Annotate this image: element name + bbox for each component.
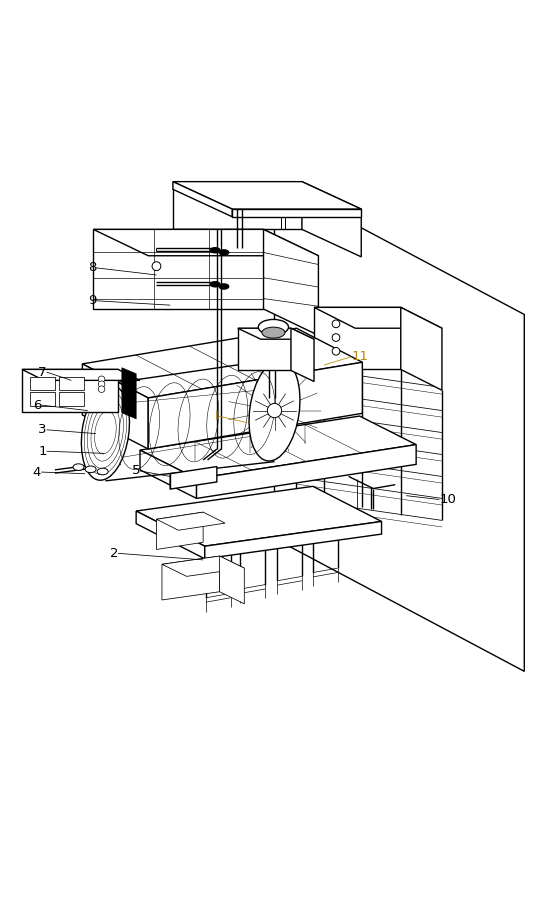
- Polygon shape: [173, 181, 361, 209]
- Polygon shape: [162, 556, 220, 600]
- Polygon shape: [162, 556, 244, 577]
- Circle shape: [98, 376, 105, 383]
- Ellipse shape: [210, 248, 220, 253]
- Polygon shape: [93, 229, 318, 256]
- Polygon shape: [314, 307, 401, 369]
- Polygon shape: [264, 229, 318, 335]
- Circle shape: [152, 262, 161, 270]
- Polygon shape: [401, 307, 442, 391]
- Circle shape: [332, 334, 340, 341]
- Text: 9: 9: [88, 295, 96, 307]
- Circle shape: [98, 381, 105, 388]
- Polygon shape: [170, 467, 217, 489]
- Ellipse shape: [249, 360, 300, 461]
- Circle shape: [332, 348, 340, 355]
- Polygon shape: [140, 416, 416, 479]
- Text: 1: 1: [38, 445, 47, 458]
- Polygon shape: [136, 511, 205, 559]
- Text: 5: 5: [132, 464, 140, 478]
- Polygon shape: [22, 369, 118, 411]
- Polygon shape: [238, 329, 314, 339]
- Text: I: I: [215, 409, 219, 423]
- Text: 2: 2: [110, 547, 118, 559]
- Text: 7: 7: [38, 365, 47, 379]
- Text: 4: 4: [33, 465, 41, 479]
- Ellipse shape: [210, 282, 220, 287]
- Ellipse shape: [258, 320, 289, 335]
- Polygon shape: [156, 512, 203, 550]
- Polygon shape: [93, 229, 264, 309]
- Polygon shape: [173, 181, 302, 229]
- Polygon shape: [238, 329, 291, 371]
- Ellipse shape: [219, 284, 229, 289]
- Text: 10: 10: [439, 493, 456, 506]
- Ellipse shape: [97, 468, 108, 475]
- Polygon shape: [30, 376, 55, 391]
- Polygon shape: [148, 362, 362, 449]
- Ellipse shape: [85, 466, 96, 472]
- Polygon shape: [232, 209, 361, 216]
- Circle shape: [332, 320, 340, 328]
- Polygon shape: [220, 556, 244, 603]
- Text: 8: 8: [88, 261, 96, 274]
- Ellipse shape: [219, 250, 229, 255]
- Polygon shape: [140, 450, 197, 498]
- Text: 11: 11: [351, 350, 368, 364]
- Polygon shape: [274, 181, 524, 672]
- Text: 6: 6: [33, 399, 41, 411]
- Polygon shape: [205, 522, 382, 559]
- Polygon shape: [59, 376, 84, 391]
- Polygon shape: [197, 445, 416, 498]
- Circle shape: [98, 386, 105, 392]
- Circle shape: [267, 403, 282, 418]
- Ellipse shape: [81, 385, 130, 480]
- Polygon shape: [314, 307, 442, 329]
- Polygon shape: [82, 364, 148, 449]
- Ellipse shape: [73, 464, 84, 471]
- Polygon shape: [156, 512, 225, 530]
- Ellipse shape: [262, 327, 285, 339]
- Text: 3: 3: [38, 423, 47, 436]
- Polygon shape: [122, 368, 136, 418]
- Polygon shape: [59, 392, 84, 406]
- Polygon shape: [22, 369, 140, 381]
- Polygon shape: [302, 181, 361, 257]
- Polygon shape: [173, 181, 232, 216]
- Polygon shape: [136, 487, 382, 546]
- Polygon shape: [291, 329, 314, 382]
- Polygon shape: [82, 329, 362, 398]
- Polygon shape: [30, 392, 55, 406]
